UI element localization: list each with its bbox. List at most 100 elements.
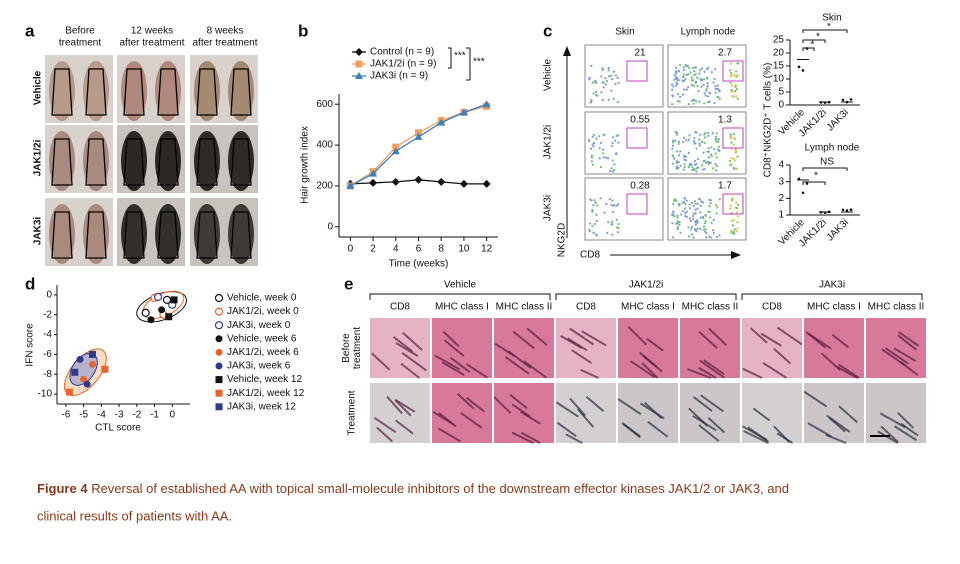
event	[698, 144, 701, 147]
hair-follicle	[400, 362, 421, 379]
hair-follicle	[505, 356, 530, 375]
event	[617, 226, 620, 229]
event	[708, 235, 711, 238]
event	[718, 234, 721, 237]
event	[690, 79, 693, 82]
y-tick-label: 3	[778, 176, 784, 187]
event	[690, 228, 693, 231]
event	[703, 133, 706, 136]
event	[716, 206, 719, 209]
hair-follicle	[520, 431, 541, 444]
event	[671, 147, 674, 150]
event	[694, 131, 697, 134]
event	[684, 212, 687, 215]
event	[705, 89, 708, 92]
gate-value: 1.7	[718, 181, 732, 192]
gate	[722, 193, 744, 215]
event	[706, 160, 709, 163]
hair-follicle	[394, 399, 412, 417]
event	[710, 146, 713, 149]
y-tick-label: 15	[773, 61, 785, 72]
plot-title: Lymph node	[805, 143, 860, 154]
event	[614, 82, 617, 85]
marker	[101, 365, 109, 373]
event	[594, 90, 598, 93]
hair-follicle	[893, 347, 917, 362]
hair-follicle	[456, 393, 475, 410]
marker	[170, 296, 178, 304]
hair-follicle	[443, 339, 465, 357]
axis-label: NKG2D	[557, 223, 568, 257]
event	[616, 231, 620, 234]
event	[604, 77, 607, 80]
bracket	[802, 29, 848, 33]
column-header: 8 weeks	[207, 26, 244, 37]
x-tick-label: -4	[97, 410, 106, 421]
event	[672, 202, 675, 206]
event	[678, 223, 681, 226]
event	[731, 224, 735, 227]
event	[607, 66, 610, 70]
event	[698, 100, 701, 103]
event	[688, 217, 692, 220]
gate-value: 0.55	[630, 115, 650, 126]
event	[714, 68, 717, 71]
gate-value: 0.28	[630, 181, 650, 192]
event	[735, 88, 739, 91]
x-axis-label: Time (weeks)	[389, 259, 449, 270]
x-tick-label: JAK3i	[825, 217, 851, 243]
column-header: CD8	[390, 302, 410, 313]
event	[677, 160, 680, 164]
shaved-area	[157, 138, 179, 186]
event	[698, 69, 702, 72]
event	[695, 167, 698, 170]
group-header: JAK1/2i	[629, 280, 663, 291]
hair-follicle	[898, 331, 920, 347]
event	[671, 144, 675, 147]
hair-follicle	[567, 337, 588, 352]
event	[715, 169, 718, 172]
event	[701, 215, 704, 218]
event	[611, 142, 614, 145]
marker	[391, 147, 400, 155]
event	[612, 204, 616, 207]
event	[717, 145, 721, 148]
event	[591, 163, 595, 166]
event	[714, 135, 718, 138]
event	[712, 218, 715, 222]
shaved-area	[123, 138, 145, 186]
event	[699, 204, 702, 207]
event	[598, 135, 601, 138]
legend-label: JAK1/2i, week 6	[227, 347, 299, 358]
event	[714, 87, 717, 91]
event	[688, 207, 692, 210]
hair-follicle	[899, 361, 919, 376]
legend-label: JAK3i, week 12	[227, 401, 296, 412]
event	[714, 162, 717, 166]
event	[605, 156, 608, 159]
event	[682, 93, 685, 96]
y-tick-label: 20	[773, 48, 785, 59]
event	[607, 157, 610, 160]
event	[617, 141, 620, 144]
event	[610, 144, 614, 148]
event	[718, 198, 721, 201]
event	[611, 77, 614, 81]
event	[677, 93, 680, 96]
event	[610, 167, 613, 170]
event	[687, 73, 690, 76]
event	[692, 236, 695, 239]
shaved-area	[85, 138, 107, 186]
event	[702, 228, 705, 231]
row-label: treatment	[352, 327, 363, 369]
marker	[71, 368, 79, 376]
x-tick-label: -3	[115, 410, 124, 421]
event	[678, 204, 681, 207]
marker	[88, 350, 96, 358]
legend-label: Vehicle, week 0	[227, 293, 297, 304]
dot	[845, 209, 849, 212]
event	[677, 142, 680, 145]
event	[711, 167, 715, 170]
dot	[797, 177, 801, 181]
event	[703, 70, 706, 73]
